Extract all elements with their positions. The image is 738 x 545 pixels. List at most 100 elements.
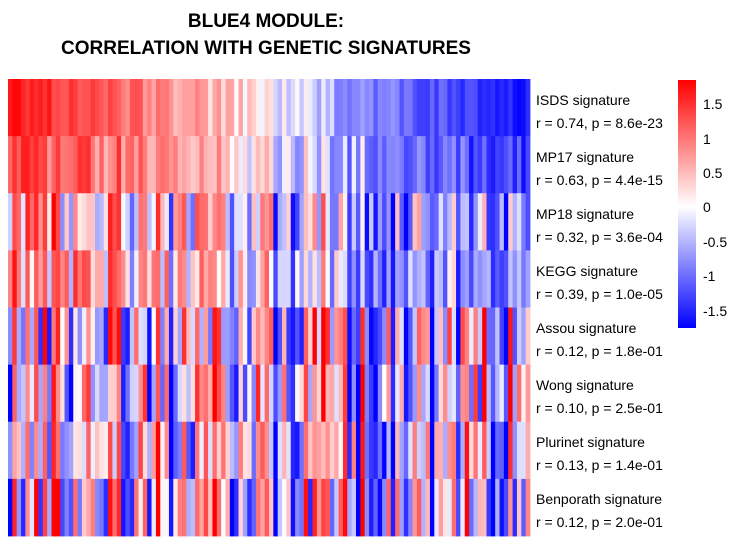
heatmap-cell — [308, 250, 313, 308]
heatmap-cell — [229, 136, 235, 194]
heatmap-cell — [208, 478, 213, 537]
heatmap-cell — [225, 250, 231, 308]
heatmap-cell — [138, 421, 144, 480]
heatmap-cell — [81, 364, 87, 423]
heatmap-cell — [134, 364, 139, 423]
heatmap-cell — [182, 136, 187, 194]
heatmap-cell — [351, 421, 357, 480]
heatmap-cell — [443, 79, 448, 137]
heatmap-cell — [486, 250, 492, 308]
heatmap-cell — [190, 364, 196, 423]
heatmap-cell — [168, 421, 174, 480]
heatmap-cell — [34, 364, 39, 423]
heatmap-cell — [434, 250, 440, 308]
heatmap-cell — [316, 193, 322, 251]
heatmap-cell — [182, 478, 187, 537]
heatmap-cell — [247, 136, 252, 194]
heatmap-cell — [129, 421, 135, 480]
heatmap-cell — [290, 364, 296, 423]
heatmap-cell — [399, 307, 405, 366]
heatmap-cell — [429, 364, 435, 423]
heatmap-cell — [186, 193, 192, 251]
heatmap-cell — [125, 421, 131, 480]
heatmap-cell — [138, 79, 144, 137]
heatmap-cell — [121, 193, 126, 251]
heatmap-cell — [473, 193, 479, 251]
heatmap-cell — [229, 250, 235, 308]
heatmap-cell — [16, 478, 22, 537]
heatmap-cell — [421, 478, 426, 537]
heatmap-cell — [312, 364, 318, 423]
heatmap-cell — [482, 307, 487, 366]
heatmap-cell — [342, 136, 348, 194]
heatmap-cell — [490, 364, 496, 423]
heatmap-cell — [395, 478, 400, 537]
heatmap-cell — [60, 421, 65, 480]
heatmap-cell — [164, 478, 170, 537]
heatmap-cell — [199, 136, 205, 194]
heatmap-cell — [234, 364, 239, 423]
heatmap-cell — [73, 307, 78, 366]
heatmap-cell — [155, 421, 161, 480]
heatmap-cell — [360, 478, 366, 537]
heatmap-cell — [438, 193, 444, 251]
heatmap-cell — [86, 136, 92, 194]
heatmap-cell — [73, 250, 78, 308]
heatmap-cell — [234, 79, 239, 137]
heatmap-cell — [516, 250, 522, 308]
heatmap-cell — [29, 478, 35, 537]
heatmap-cell — [190, 79, 196, 137]
heatmap-cell — [334, 136, 339, 194]
heatmap-cell — [29, 307, 35, 366]
heatmap-cell — [499, 79, 505, 137]
heatmap-cell — [164, 250, 170, 308]
heatmap-cell — [242, 79, 248, 137]
heatmap-cell — [129, 307, 135, 366]
heatmap-cell — [447, 478, 453, 537]
heatmap-cell — [38, 136, 44, 194]
heatmap-cell — [264, 136, 270, 194]
heatmap-cell — [325, 250, 331, 308]
heatmap-cell — [412, 250, 418, 308]
heatmap-cell — [190, 136, 196, 194]
heatmap-cell — [225, 79, 231, 137]
heatmap-cell — [177, 307, 183, 366]
heatmap-cell — [51, 193, 57, 251]
heatmap-cell — [416, 478, 422, 537]
heatmap-cell — [195, 250, 200, 308]
heatmap-cell — [160, 307, 165, 366]
heatmap-cell — [356, 364, 361, 423]
heatmap-cell — [412, 307, 418, 366]
heatmap-cell — [73, 193, 78, 251]
heatmap-cell — [208, 421, 213, 480]
heatmap-cell — [338, 478, 344, 537]
heatmap-cell — [456, 478, 461, 537]
heatmap-cell — [408, 364, 413, 423]
heatmap-cell — [155, 250, 161, 308]
heatmap-cell — [512, 364, 518, 423]
heatmap-cell — [429, 136, 435, 194]
heatmap-cell — [242, 307, 248, 366]
heatmap-cell — [12, 364, 18, 423]
heatmap-cell — [29, 364, 35, 423]
heatmap-cell — [164, 136, 170, 194]
heatmap-cell — [260, 307, 266, 366]
heatmap-cell — [151, 136, 157, 194]
heatmap-cell — [229, 478, 235, 537]
heatmap-cell — [429, 478, 435, 537]
heatmap-cell — [38, 478, 44, 537]
heatmap-cell — [29, 79, 35, 137]
heatmap-cell — [203, 307, 209, 366]
heatmap-cell — [255, 79, 261, 137]
heatmap-cell — [516, 421, 522, 480]
row-label-benporath: Benporath signature r = 0.12, p = 2.0e-01 — [536, 491, 663, 530]
heatmap-cell — [286, 364, 292, 423]
heatmap-cell — [342, 79, 348, 137]
heatmap-cell — [373, 364, 379, 423]
heatmap-cell — [338, 79, 344, 137]
heatmap-cell — [77, 364, 83, 423]
heatmap-cell — [443, 193, 448, 251]
heatmap-cell — [21, 307, 26, 366]
heatmap-cell — [347, 79, 353, 137]
heatmap-cell — [321, 193, 326, 251]
